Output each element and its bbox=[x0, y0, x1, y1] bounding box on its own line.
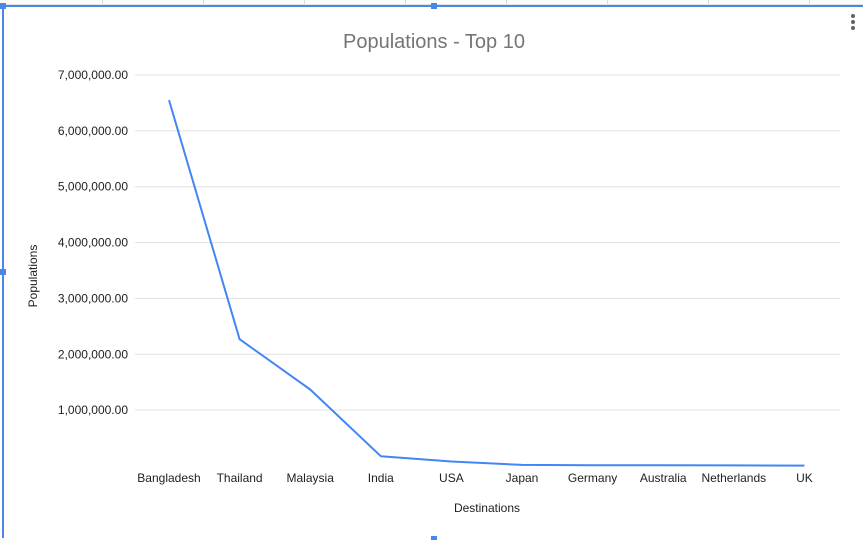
chart-title: Populations - Top 10 bbox=[343, 31, 525, 53]
x-tick-label: Australia bbox=[640, 471, 687, 485]
resize-handle-top-middle[interactable] bbox=[431, 3, 437, 9]
column-divider bbox=[304, 0, 305, 4]
resize-handle-middle-left[interactable] bbox=[0, 269, 6, 275]
column-divider bbox=[203, 0, 204, 4]
x-tick-label: Japan bbox=[506, 471, 539, 485]
column-divider bbox=[708, 0, 709, 4]
column-divider bbox=[405, 0, 406, 4]
resize-handle-top-left[interactable] bbox=[0, 3, 6, 9]
x-tick-label: USA bbox=[439, 471, 464, 485]
y-tick-label: 3,000,000.00 bbox=[58, 291, 128, 305]
x-tick-label: UK bbox=[796, 471, 813, 485]
x-tick-label: Thailand bbox=[217, 471, 263, 485]
y-tick-label: 2,000,000.00 bbox=[58, 347, 128, 361]
y-tick-label: 6,000,000.00 bbox=[58, 124, 128, 138]
resize-handle-bottom-middle[interactable] bbox=[431, 536, 437, 540]
column-divider bbox=[809, 0, 810, 4]
x-tick-label: Malaysia bbox=[287, 471, 335, 485]
y-axis-title: Populations bbox=[26, 245, 40, 308]
x-tick-label: India bbox=[368, 471, 394, 485]
y-tick-label: 5,000,000.00 bbox=[58, 180, 128, 194]
x-axis-title: Destinations bbox=[454, 501, 520, 515]
x-tick-label: Netherlands bbox=[701, 471, 766, 485]
chart-menu-kebab-icon[interactable] bbox=[847, 14, 859, 32]
gridlines bbox=[135, 74, 840, 411]
column-divider bbox=[607, 0, 608, 4]
y-tick-label: 4,000,000.00 bbox=[58, 236, 128, 250]
column-divider bbox=[102, 0, 103, 4]
x-tick-label: Bangladesh bbox=[137, 471, 200, 485]
x-tick-label: Germany bbox=[568, 471, 617, 485]
y-axis-ticks: 1,000,000.00 2,000,000.00 3,000,000.00 4,00… bbox=[58, 68, 128, 417]
y-tick-label: 1,000,000.00 bbox=[58, 403, 128, 417]
series-layer bbox=[168, 99, 805, 467]
column-divider bbox=[506, 0, 507, 4]
y-tick-label: 7,000,000.00 bbox=[58, 68, 128, 82]
series-line bbox=[168, 99, 805, 467]
x-axis-ticks: Bangladesh Thailand Malaysia India USA Japan G… bbox=[137, 471, 812, 485]
